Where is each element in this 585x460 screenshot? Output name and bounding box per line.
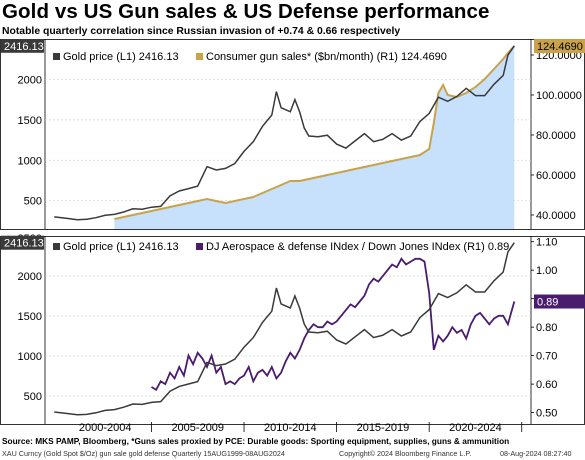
gold-value-tag-text: 2416.13 (4, 41, 44, 53)
left-tick-label: 500 (24, 196, 42, 208)
top-panel: 500100015002000250040.000060.000080.0000… (0, 39, 585, 230)
left-tick-label: 1500 (18, 115, 42, 127)
gun-sales-area (114, 46, 515, 229)
left-tick-label: 2000 (18, 271, 42, 283)
x-tick-label: 2005-2009 (171, 422, 224, 434)
right-tick-label: 0.60 (536, 379, 557, 391)
x-tick-label: 2010-2014 (264, 422, 317, 434)
right-tick-label: 1.00 (536, 265, 557, 277)
legend-label-defense: DJ Aerospace & defense INdex / Down Jone… (206, 241, 509, 253)
meta-left: XAU Curncy (Gold Spot $/Oz) gun sale gol… (2, 449, 285, 458)
legend-swatch-gold (53, 53, 60, 60)
right-tick-label: 60.0000 (536, 170, 576, 182)
right-tick-label: 0.80 (536, 322, 557, 334)
legend-swatch-defense (196, 243, 203, 250)
x-tick-label: 2015-2019 (357, 422, 410, 434)
right-tick-label: 1.10 (536, 237, 557, 249)
gun-sales-value-tag (534, 39, 585, 54)
source-note: Source: MKS PAMP, Bloomberg, *Guns sales… (2, 436, 510, 446)
gold-value-tag-text: 2416.13 (4, 238, 44, 250)
gun-sales-line (114, 45, 516, 220)
defense-value-tag (534, 294, 585, 309)
x-tick-label: 2020-2024 (449, 422, 502, 434)
gold-price-line (54, 242, 515, 416)
right-tick-label: 40.0000 (536, 210, 576, 222)
left-tick-label: 1000 (18, 351, 42, 363)
left-tick-label: 1000 (18, 155, 42, 167)
chart-canvas: 500100015002000250040.000060.000080.0000… (0, 39, 585, 434)
defense-value-tag-text: 0.89 (537, 297, 558, 309)
panel-frame (0, 236, 585, 425)
right-tick-label: 100.0000 (536, 90, 582, 102)
left-tick-label: 2000 (18, 74, 42, 86)
left-tick-label: 500 (24, 391, 42, 403)
meta-copyright: Copyright© 2024 Bloomberg Finance L.P. (339, 449, 472, 458)
chart-title: Gold vs US Gun sales & US Defense perfor… (2, 0, 490, 23)
gold-price-line (54, 45, 515, 221)
right-tick-label: 0.50 (536, 408, 557, 420)
legend-label-gun-sales: Consumer gun sales* ($bn/month) (R1) 124… (206, 51, 447, 63)
legend-swatch-gold (53, 243, 60, 250)
bottom-panel: 50010001500200025000.500.600.700.800.901… (0, 233, 585, 434)
x-tick-label: 2000-2004 (79, 422, 132, 434)
legend-label-gold: Gold price (L1) 2416.13 (63, 241, 179, 253)
left-tick-label: 1500 (18, 311, 42, 323)
gun-sales-value-tag-text: 124.4690 (537, 41, 583, 53)
legend-swatch-gun-sales (196, 53, 203, 60)
right-tick-label: 80.0000 (536, 130, 576, 142)
defense-ratio-line (151, 257, 516, 392)
right-tick-label: 0.70 (536, 351, 557, 363)
gold-value-tag (1, 235, 44, 250)
chart-subtitle: Notable quarterly correlation since Russ… (2, 26, 401, 37)
meta-timestamp: 08-Aug-2024 08:27:40 (500, 449, 572, 458)
legend-label-gold: Gold price (L1) 2416.13 (63, 51, 179, 63)
gold-value-tag (1, 39, 44, 53)
